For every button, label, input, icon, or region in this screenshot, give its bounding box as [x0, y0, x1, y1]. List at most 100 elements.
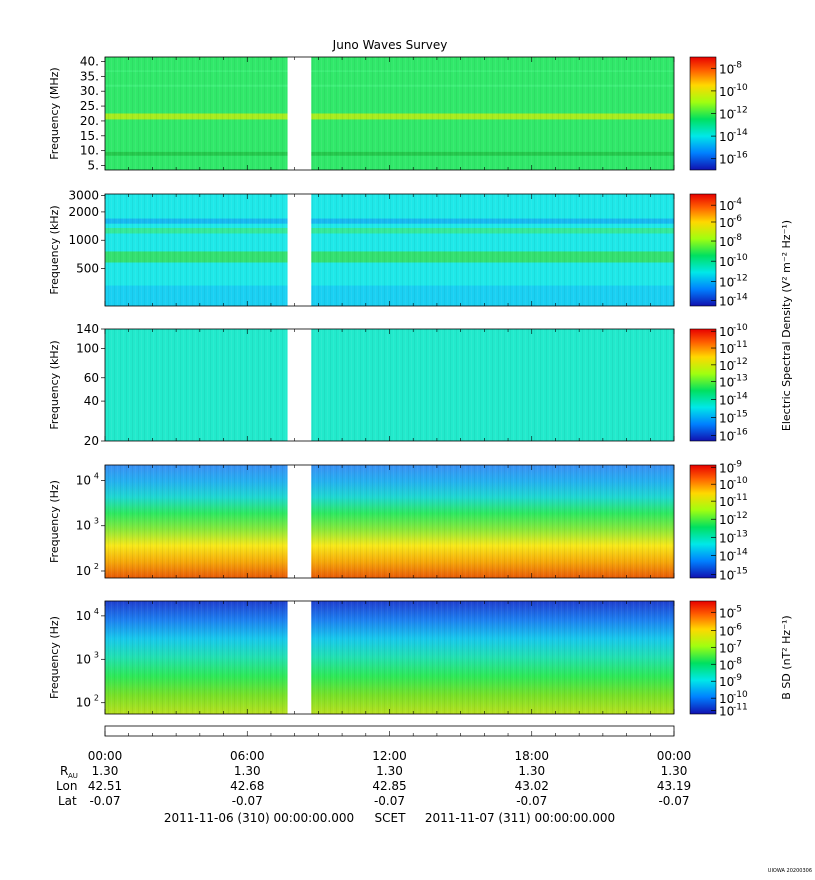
colorbar-label: 10: [719, 606, 734, 620]
colorbar-label: 10: [719, 235, 734, 249]
colorbar: [689, 328, 717, 442]
colorbar-label: 10: [719, 531, 734, 545]
colorbar-exponent: -12: [733, 357, 748, 367]
colorbar-label: 10: [719, 376, 734, 390]
r-value: 1.30: [234, 764, 261, 778]
time-tick-label: 18:00: [514, 749, 549, 763]
time-tick-label: 06:00: [230, 749, 265, 763]
start-time-label: 2011-11-06 (310) 00:00:00.000: [164, 811, 354, 825]
colorbar-label: 10: [719, 394, 734, 408]
colorbar-exponent: -13: [733, 529, 748, 539]
y-tick-label: 40: [84, 394, 99, 408]
colorbar-exponent: -14: [733, 128, 748, 138]
colorbar-label: 10: [719, 325, 734, 339]
colorbar-exponent: -10: [733, 690, 748, 700]
colorbar-label: 10: [719, 549, 734, 563]
colorbar-exponent: -14: [733, 547, 748, 557]
y-tick-label: 15.: [80, 129, 99, 143]
end-time-label: 2011-11-07 (311) 00:00:00.000: [425, 811, 615, 825]
colorbar: [689, 600, 717, 715]
texture: [105, 601, 674, 714]
y-tick-label: 25.: [80, 99, 99, 113]
colorbar-label: 10: [719, 495, 734, 509]
data-gap: [287, 193, 312, 307]
colorbar-label: 10: [719, 342, 734, 356]
y-axis-label: Frequency (kHz): [48, 340, 61, 429]
colorbar-label: 10: [719, 153, 734, 167]
row-label-lat: Lat: [58, 794, 77, 808]
colorbar-exponent: -6: [733, 214, 742, 224]
panel-1: 5.10.15.20.25.30.35.40. Frequency (MHz) 10…: [48, 54, 748, 172]
colorbar-exponent: -4: [733, 197, 742, 207]
y-tick-label: 60: [84, 371, 99, 385]
y-tick-label: 20.: [80, 114, 99, 128]
colorbar-label: 10: [719, 641, 734, 655]
y-tick-label: 40.: [80, 54, 99, 68]
y-tick-label: 30.: [80, 84, 99, 98]
colorbar-exponent: -16: [733, 427, 748, 437]
colorbar-title-1: Electric Spectral Density (V² m⁻² Hz⁻¹): [780, 220, 793, 431]
lat-value: -0.07: [89, 794, 120, 808]
y-tick-label: 20: [84, 434, 99, 448]
y-axis-label: Frequency (MHz): [48, 67, 61, 159]
footer-stamp: UIOWA 20200306: [768, 868, 812, 874]
colorbar-exponent: -5: [733, 604, 742, 614]
y-tick-exponent: 4: [94, 607, 99, 616]
colorbar-exponent: -10: [733, 476, 748, 486]
colorbar-exponent: -12: [733, 511, 748, 521]
colorbar-exponent: -8: [733, 233, 742, 243]
data-gap: [287, 56, 312, 171]
colorbar-exponent: -8: [733, 656, 742, 666]
y-tick-label: 2000: [68, 205, 99, 219]
colorbar-label: 10: [719, 216, 734, 230]
colorbar-label: 10: [719, 255, 734, 269]
lat-value: -0.07: [374, 794, 405, 808]
y-tick-label: 500: [76, 262, 99, 276]
colorbar-label: 10: [719, 85, 734, 99]
colorbar-label: 10: [719, 62, 734, 76]
lat-value: -0.07: [232, 794, 263, 808]
texture: [105, 329, 674, 441]
colorbar-label: 10: [719, 429, 734, 443]
colorbar-label: 10: [719, 705, 734, 719]
lat-value: -0.07: [658, 794, 689, 808]
r-value: 1.30: [661, 764, 688, 778]
colorbar-exponent: -10: [733, 323, 748, 333]
row-label-r-subscript: AU: [68, 772, 78, 780]
data-gap: [287, 464, 312, 579]
y-tick-label: 35.: [80, 69, 99, 83]
colorbar-exponent: -6: [733, 622, 742, 632]
texture: [105, 194, 674, 306]
colorbar-exponent: -12: [733, 106, 748, 116]
row-label-lon: Lon: [56, 779, 77, 793]
texture: [105, 465, 674, 578]
time-tick-label: 12:00: [372, 749, 407, 763]
colorbar-exponent: -14: [733, 292, 748, 302]
data-gap: [287, 600, 312, 715]
lon-value: 42.85: [372, 779, 406, 793]
colorbar-exponent: -16: [733, 151, 748, 161]
spectrogram-panels: 5.10.15.20.25.30.35.40. Frequency (MHz) 10…: [48, 54, 793, 718]
colorbar-exponent: -9: [733, 459, 742, 469]
y-tick-label: 10: [76, 609, 91, 623]
colorbar-exponent: -7: [733, 639, 742, 649]
y-tick-label: 10: [76, 473, 91, 487]
colorbar-label: 10: [719, 692, 734, 706]
colorbar-label: 10: [719, 108, 734, 122]
colorbar-label: 10: [719, 130, 734, 144]
colorbar-exponent: -8: [733, 60, 742, 70]
colorbar-label: 10: [719, 513, 734, 527]
colorbar-exponent: -13: [733, 374, 748, 384]
colorbar: [689, 464, 717, 579]
colorbar-title-2: B SD (nT² Hz⁻¹): [780, 615, 793, 699]
y-tick-label: 5.: [88, 159, 99, 173]
r-value: 1.30: [376, 764, 403, 778]
y-tick-label: 10: [76, 696, 91, 710]
y-tick-exponent: 4: [94, 471, 99, 480]
colorbar-label: 10: [719, 411, 734, 425]
colorbar-exponent: -11: [733, 493, 748, 503]
lon-value: 43.02: [515, 779, 549, 793]
